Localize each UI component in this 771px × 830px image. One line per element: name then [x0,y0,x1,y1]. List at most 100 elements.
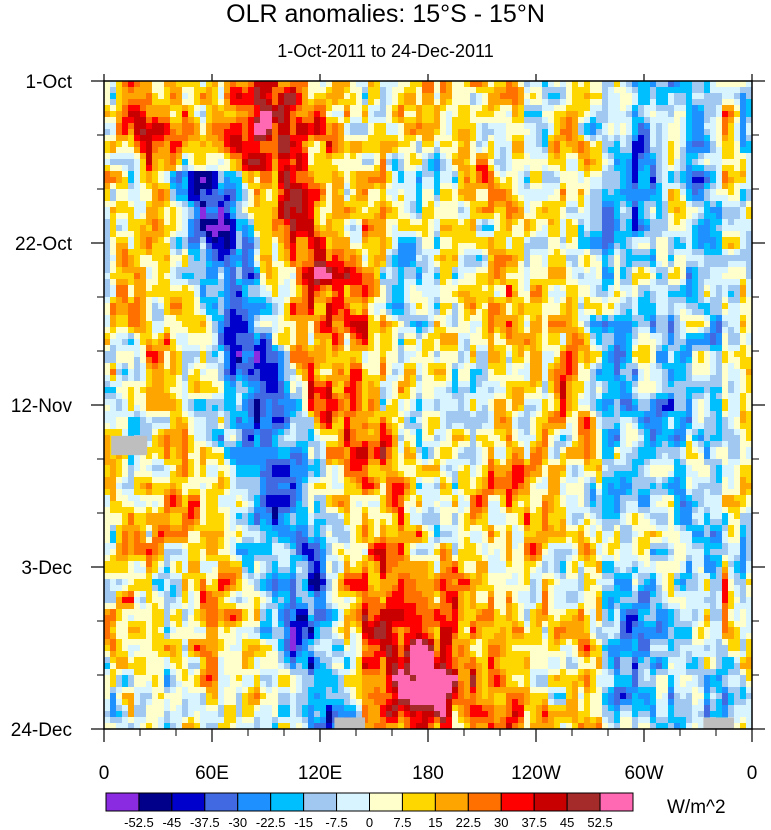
field-cell [458,123,465,130]
field-cell [560,249,567,256]
field-cell [164,87,171,94]
field-cell [242,357,249,364]
field-cell [356,81,363,88]
field-cell [686,129,693,136]
field-cell [296,279,303,286]
field-cell [326,123,333,130]
field-cell [170,285,177,292]
field-cell [518,273,525,280]
field-cell [116,207,123,214]
field-cell [704,183,711,190]
field-cell [206,105,213,112]
field-cell [356,351,363,358]
field-cell [560,261,567,268]
field-cell [704,87,711,94]
field-cell [524,177,531,184]
field-cell [290,225,297,232]
field-cell [380,309,387,316]
field-cell [296,237,303,244]
field-cell [572,225,579,232]
field-cell [470,105,477,112]
field-cell [698,339,705,346]
field-cell [452,243,459,250]
field-cell [356,303,363,310]
field-cell [110,273,117,280]
field-cell [584,279,591,286]
field-cell [482,315,489,322]
field-cell [128,231,135,238]
field-cell [680,345,687,352]
field-cell [362,279,369,286]
field-cell [746,345,752,352]
field-cell [728,333,735,340]
field-cell [386,333,393,340]
field-cell [134,333,141,340]
field-cell [314,201,321,208]
field-cell [422,129,429,136]
field-cell [716,123,723,130]
field-cell [566,225,573,232]
field-cell [230,195,237,202]
field-cell [122,177,129,184]
field-cell [518,327,525,334]
field-cell [476,261,483,268]
field-cell [650,129,657,136]
field-cell [326,219,333,226]
field-cell [272,327,279,334]
field-cell [368,159,375,166]
field-cell [662,189,669,196]
field-cell [104,135,111,142]
field-cell [236,165,243,172]
field-cell [584,213,591,220]
field-cell [728,279,735,286]
field-cell [620,315,627,322]
field-cell [188,315,195,322]
field-cell [650,339,657,346]
field-cell [572,231,579,238]
field-cell [482,273,489,280]
field-cell [338,99,345,106]
field-cell [416,141,423,148]
field-cell [566,87,573,94]
field-cell [680,87,687,94]
field-cell [500,231,507,238]
field-cell [164,297,171,304]
field-cell [308,333,315,340]
field-cell [362,195,369,202]
field-cell [494,333,501,340]
field-cell [200,357,207,364]
field-cell [662,225,669,232]
field-cell [746,93,752,100]
field-cell [614,231,621,238]
field-cell [728,117,735,124]
field-cell [518,291,525,298]
field-cell [152,261,159,268]
field-cell [524,129,531,136]
colorbar-units-label: W/m^2 [667,797,726,818]
field-cell [650,111,657,118]
field-cell [104,225,111,232]
field-cell [260,237,267,244]
field-cell [182,345,189,352]
field-cell [332,225,339,232]
field-cell [224,87,231,94]
field-cell [302,165,309,172]
field-cell [572,81,579,88]
field-cell [674,291,681,298]
field-cell [716,351,723,358]
field-cell [284,177,291,184]
field-cell [236,297,243,304]
field-cell [572,297,579,304]
field-cell [698,291,705,298]
field-cell [494,225,501,232]
field-cell [116,171,123,178]
field-cell [122,219,129,226]
field-cell [224,267,231,274]
field-cell [320,195,327,202]
field-cell [530,195,537,202]
field-cell [590,123,597,130]
field-cell [644,159,651,166]
field-cell [140,249,147,256]
field-cell [734,351,741,358]
field-cell [524,81,531,88]
